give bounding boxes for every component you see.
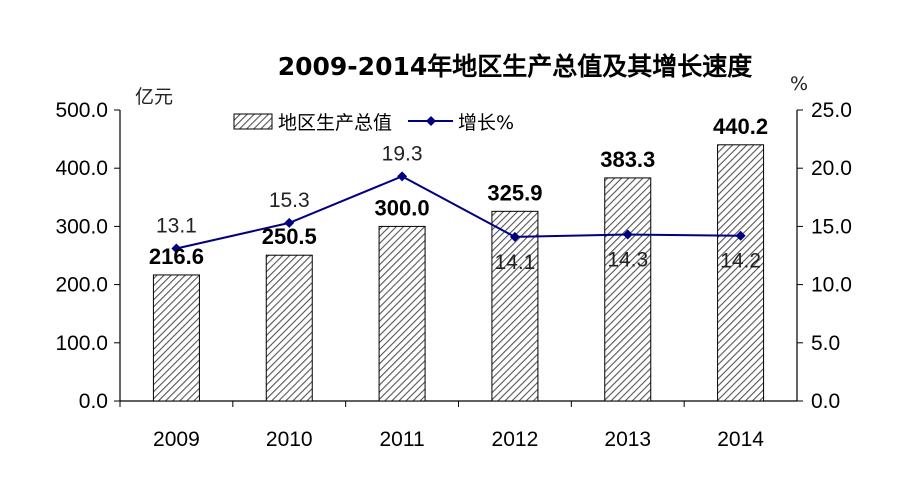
- right-tick-label: 15.0: [811, 215, 852, 238]
- growth-point-2011: [397, 171, 408, 182]
- x-tick-label: 2013: [604, 428, 651, 451]
- bar-value-label: 216.6: [149, 244, 204, 269]
- legend-line-marker: [426, 116, 436, 126]
- legend: 地区生产总值 增长%: [233, 112, 514, 134]
- x-tick-label: 2014: [717, 428, 764, 451]
- growth-point-2013: [622, 229, 633, 240]
- growth-value-label: 14.2: [720, 250, 761, 273]
- growth-point-2010: [284, 217, 295, 228]
- x-tick-label: 2010: [266, 428, 313, 451]
- growth-value-label: 13.1: [156, 215, 197, 238]
- right-tick-label: 20.0: [811, 157, 852, 180]
- right-tick-label: 10.0: [811, 274, 852, 297]
- bar-2010: [265, 254, 313, 402]
- bar-2011: [378, 225, 426, 402]
- legend-line-label: 增长%: [458, 112, 514, 134]
- legend-bar-label: 地区生产总值: [278, 112, 392, 134]
- left-axis-unit: 亿元: [135, 86, 173, 108]
- right-tick-label: 5.0: [811, 332, 840, 355]
- bar-2009: [152, 274, 200, 402]
- growth-value-label: 14.3: [607, 249, 648, 272]
- growth-point-2014: [735, 230, 746, 241]
- growth-point-2009: [171, 243, 182, 254]
- left-tick-label: 0.0: [79, 390, 108, 413]
- left-tick-label: 100.0: [55, 332, 108, 355]
- right-tick-label: 25.0: [811, 99, 852, 122]
- chart-title: 2009-2014年地区生产总值及其增长速度: [278, 52, 753, 81]
- bar-value-label: 300.0: [375, 195, 430, 220]
- right-tick-label: 0.0: [811, 390, 840, 413]
- x-tick-label: 2009: [153, 428, 200, 451]
- left-tick-label: 400.0: [55, 157, 108, 180]
- growth-value-label: 15.3: [269, 189, 310, 212]
- growth-line: [176, 175, 741, 250]
- growth-value-label: 19.3: [382, 142, 423, 165]
- bar-2013: [604, 177, 652, 402]
- x-tick-label: 2011: [379, 428, 424, 451]
- bar-value-label: 250.5: [262, 224, 317, 249]
- bar-value-label: 325.9: [487, 180, 542, 205]
- right-axis-unit: %: [790, 73, 808, 95]
- left-tick-label: 500.0: [55, 99, 108, 122]
- x-tick-label: 2012: [492, 428, 539, 451]
- bar-value-label: 440.2: [713, 114, 768, 139]
- legend-bar-swatch: [233, 113, 273, 130]
- bar-2014: [717, 144, 765, 402]
- left-tick-label: 300.0: [55, 215, 108, 238]
- growth-point-2012: [509, 231, 520, 242]
- growth-value-label: 14.1: [494, 251, 535, 274]
- bar-value-label: 383.3: [600, 147, 655, 172]
- bar-2012: [491, 210, 539, 402]
- left-tick-label: 200.0: [55, 274, 108, 297]
